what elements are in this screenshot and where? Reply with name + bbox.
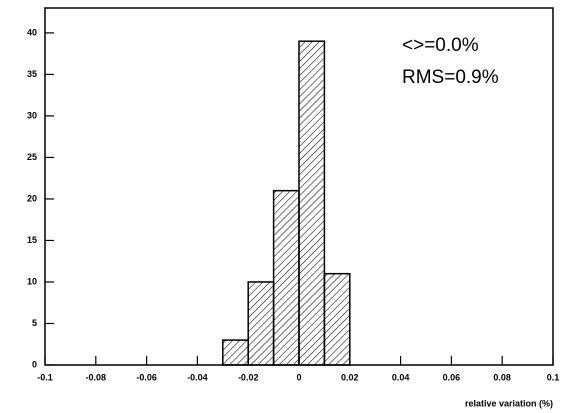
y-tick-label: 0 bbox=[32, 359, 37, 369]
x-tick-label: 0.08 bbox=[493, 372, 511, 382]
x-tick-label: 0 bbox=[296, 372, 301, 382]
histogram-bar bbox=[272, 189, 300, 366]
annotation: RMS=0.9% bbox=[402, 67, 499, 88]
histogram-bar bbox=[222, 339, 249, 366]
histogram-bar bbox=[298, 40, 326, 366]
x-tick-label: 0.02 bbox=[341, 372, 359, 382]
histogram-bar bbox=[323, 272, 351, 366]
x-tick-label: 0.1 bbox=[547, 372, 560, 382]
y-tick-label: 40 bbox=[27, 27, 37, 37]
x-tick-label: -0.08 bbox=[86, 372, 107, 382]
x-tick-label: -0.06 bbox=[136, 372, 157, 382]
y-tick-label: 15 bbox=[27, 235, 37, 245]
x-tick-label: 0.04 bbox=[392, 372, 410, 382]
x-tick-label: -0.02 bbox=[238, 372, 259, 382]
y-tick-label: 25 bbox=[27, 152, 37, 162]
histogram-bar bbox=[247, 281, 275, 366]
x-tick-label: -0.1 bbox=[37, 372, 53, 382]
y-tick-label: 30 bbox=[27, 110, 37, 120]
y-tick-label: 20 bbox=[27, 193, 37, 203]
y-tick-label: 10 bbox=[27, 276, 37, 286]
x-tick-label: -0.04 bbox=[187, 372, 208, 382]
x-tick-label: 0.06 bbox=[443, 372, 461, 382]
annotation: <>=0.0% bbox=[402, 35, 479, 56]
y-tick-label: 5 bbox=[32, 318, 37, 328]
x-axis-label: relative variation (%) bbox=[465, 398, 553, 408]
y-tick-label: 35 bbox=[27, 69, 37, 79]
